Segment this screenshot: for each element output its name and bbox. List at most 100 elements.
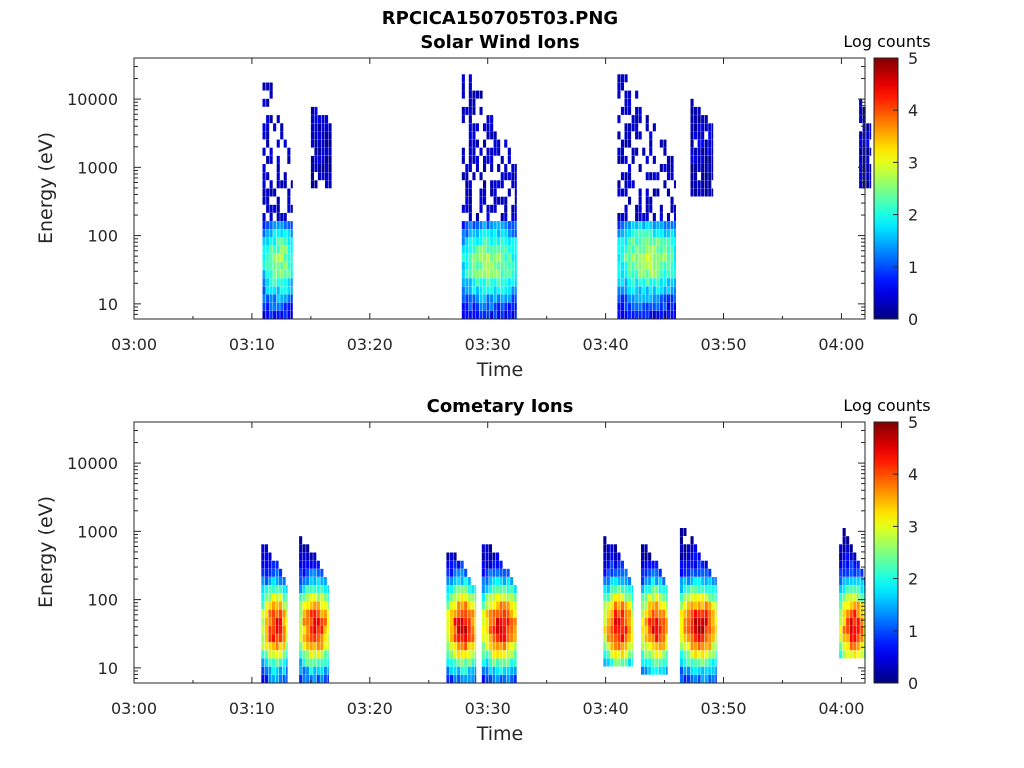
spectrogram-cell xyxy=(704,123,708,132)
spectrogram-cell xyxy=(450,642,454,651)
spectrogram-cell xyxy=(490,164,494,172)
spectrogram-cell xyxy=(715,593,717,602)
spectrogram-cell xyxy=(679,625,683,634)
spectrogram-cell xyxy=(711,666,715,675)
spectrogram-cell xyxy=(624,106,628,115)
spectrogram-cell xyxy=(846,601,850,610)
spectrogram-cell xyxy=(273,221,277,230)
spectrogram-cell xyxy=(314,164,318,172)
spectrogram-cell xyxy=(711,585,715,594)
spectrogram-cell xyxy=(651,577,655,585)
spectrogram-cell xyxy=(711,642,715,651)
spectrogram-cell xyxy=(610,568,614,577)
spectrogram-cell xyxy=(624,585,628,594)
spectrogram-cell xyxy=(694,642,698,651)
spectrogram-cell xyxy=(474,617,477,626)
spectrogram-cell xyxy=(628,286,632,295)
spectrogram-cell xyxy=(674,221,676,230)
spectrogram-cell xyxy=(496,642,500,651)
panel-cometary: Cometary Ions 03:00 03:10 03:20 03:30 03:40 0… xyxy=(35,396,931,745)
spectrogram-cell xyxy=(320,577,324,585)
spectrogram-cell xyxy=(846,634,850,643)
spectrogram-cell xyxy=(457,642,461,651)
spectrogram-cell xyxy=(610,544,614,553)
spectrogram-cell xyxy=(309,674,313,683)
spectrogram-cell xyxy=(313,560,317,569)
spectrogram-cell xyxy=(842,528,846,536)
spectrogram-cell xyxy=(869,123,872,132)
spectrogram-cell xyxy=(631,593,634,602)
spectrogram-cell xyxy=(651,617,655,626)
spectrogram-cell xyxy=(287,229,291,238)
spectrogram-cell xyxy=(638,302,642,311)
spectrogram-cell xyxy=(628,261,632,270)
spectrogram-cell xyxy=(711,601,715,610)
spectrogram-cell xyxy=(679,560,683,569)
spectrogram-cell xyxy=(620,601,624,610)
spectrogram-cell xyxy=(510,666,514,675)
spectrogram-cell xyxy=(701,601,705,610)
spectrogram-cell xyxy=(670,245,674,254)
spectrogram-cell xyxy=(617,658,621,667)
spectrogram-cell xyxy=(499,609,503,618)
spectrogram-cell xyxy=(617,237,621,246)
spectrogram-cell xyxy=(314,131,318,140)
spectrogram-cell xyxy=(628,650,632,659)
spectrogram-cell xyxy=(624,261,628,270)
spectrogram-cell xyxy=(465,204,469,213)
spectrogram-cell xyxy=(687,617,691,626)
spectrogram-cell xyxy=(603,658,607,667)
spectrogram-cell xyxy=(674,261,676,270)
spectrogram-cell xyxy=(679,617,683,626)
spectrogram-cell xyxy=(481,634,485,643)
spectrogram-cell xyxy=(457,634,461,643)
spectrogram-cell xyxy=(711,609,715,618)
spectrogram-cell xyxy=(290,180,293,189)
spectrogram-cell xyxy=(306,552,310,561)
spectrogram-cell xyxy=(610,634,614,643)
spectrogram-cell xyxy=(606,650,610,659)
spectrogram-cell xyxy=(486,115,490,124)
spectrogram-cell xyxy=(701,568,705,577)
spectrogram-cell xyxy=(663,302,667,311)
spectrogram-cell xyxy=(648,617,652,626)
spectrogram-cell xyxy=(648,609,652,618)
spectrogram-cell xyxy=(280,278,284,287)
spectrogram-cell xyxy=(506,658,510,667)
spectrogram-cell xyxy=(617,642,621,651)
spectrogram-cell xyxy=(282,674,286,683)
spectrogram-cell xyxy=(475,123,479,132)
spectrogram-cell xyxy=(655,609,659,618)
spectrogram-cell xyxy=(492,642,496,651)
spectrogram-cell xyxy=(499,650,503,659)
spectrogram-cell xyxy=(485,634,489,643)
spectrogram-cell xyxy=(468,278,472,287)
spectrogram-cell xyxy=(670,155,674,164)
spectrogram-cell xyxy=(471,658,475,667)
spectrogram-cell xyxy=(299,577,303,585)
spectrogram-cell xyxy=(514,294,517,303)
spectrogram-cell xyxy=(504,294,508,303)
spectrogram-cell xyxy=(321,155,325,164)
spectrogram-cell xyxy=(299,536,303,545)
spectrogram-cell xyxy=(690,106,694,115)
spectrogram-cell xyxy=(316,585,320,594)
spectrogram-cell xyxy=(279,585,283,594)
spectrogram-cell xyxy=(641,593,645,602)
spectrogram-cell xyxy=(715,625,717,634)
spectrogram-cell xyxy=(856,650,860,659)
spectrogram-cell xyxy=(648,577,652,585)
spectrogram-cell xyxy=(490,147,494,156)
spectrogram-cell xyxy=(606,577,610,585)
spectrogram-cell xyxy=(460,625,464,634)
spectrogram-cell xyxy=(286,609,288,618)
spectrogram-cell xyxy=(617,601,621,610)
y-tick-label: 1000 xyxy=(77,522,118,541)
spectrogram-cell xyxy=(468,98,472,107)
spectrogram-cell xyxy=(617,560,621,569)
spectrogram-cell xyxy=(708,609,712,618)
spectrogram-cell xyxy=(280,310,284,319)
spectrogram-cell xyxy=(320,625,324,634)
spectrogram-cell xyxy=(610,658,614,667)
spectrogram-cell xyxy=(715,601,717,610)
